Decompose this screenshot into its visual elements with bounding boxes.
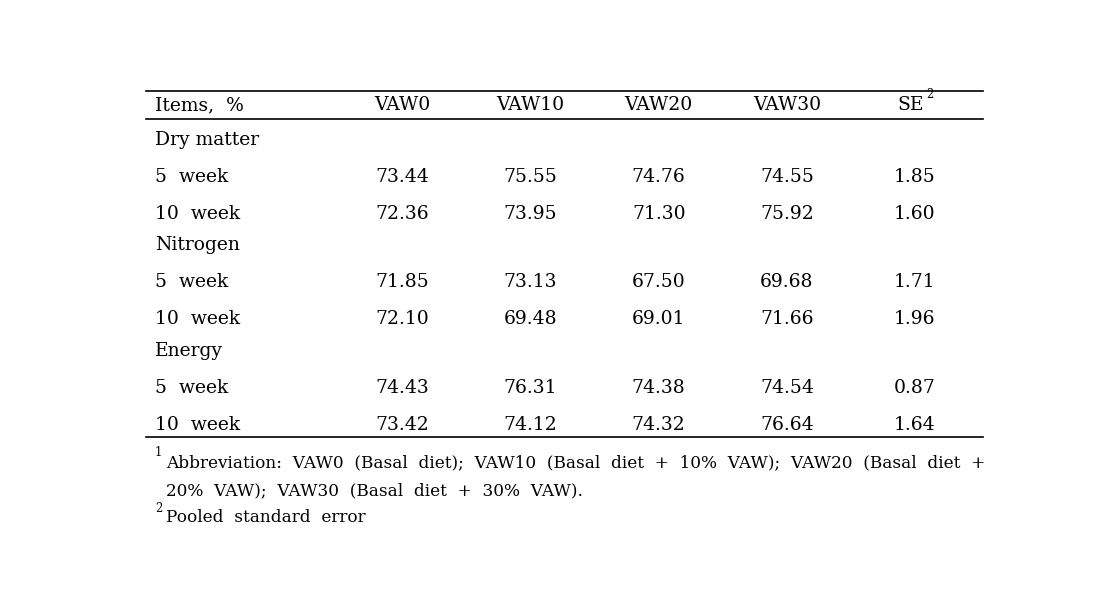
Text: SE: SE <box>897 96 923 114</box>
Text: VAW10: VAW10 <box>497 96 564 114</box>
Text: 71.30: 71.30 <box>631 205 685 223</box>
Text: 75.92: 75.92 <box>760 205 813 223</box>
Text: 74.32: 74.32 <box>631 416 685 434</box>
Text: 75.55: 75.55 <box>504 168 558 186</box>
Text: 5  week: 5 week <box>154 379 228 397</box>
Text: VAW20: VAW20 <box>625 96 693 114</box>
Text: 73.44: 73.44 <box>376 168 430 186</box>
Text: 74.76: 74.76 <box>631 168 685 186</box>
Text: 74.54: 74.54 <box>760 379 813 397</box>
Text: 74.43: 74.43 <box>376 379 430 397</box>
Text: 69.01: 69.01 <box>631 311 685 329</box>
Text: 74.38: 74.38 <box>631 379 685 397</box>
Text: 10  week: 10 week <box>154 205 240 223</box>
Text: 20%  VAW);  VAW30  (Basal  diet  +  30%  VAW).: 20% VAW); VAW30 (Basal diet + 30% VAW). <box>166 482 583 500</box>
Text: 10  week: 10 week <box>154 416 240 434</box>
Text: 71.85: 71.85 <box>376 273 430 291</box>
Text: 73.42: 73.42 <box>376 416 430 434</box>
Text: 1.64: 1.64 <box>894 416 936 434</box>
Text: Nitrogen: Nitrogen <box>154 236 240 254</box>
Text: 0.87: 0.87 <box>894 379 936 397</box>
Text: Pooled  standard  error: Pooled standard error <box>166 509 366 526</box>
Text: Dry matter: Dry matter <box>154 131 259 149</box>
Text: 71.66: 71.66 <box>760 311 813 329</box>
Text: 74.55: 74.55 <box>760 168 813 186</box>
Text: Abbreviation:  VAW0  (Basal  diet);  VAW10  (Basal  diet  +  10%  VAW);  VAW20  : Abbreviation: VAW0 (Basal diet); VAW10 (… <box>166 454 985 471</box>
Text: 76.64: 76.64 <box>760 416 813 434</box>
Text: 2: 2 <box>154 502 162 516</box>
Text: 76.31: 76.31 <box>504 379 558 397</box>
Text: 72.10: 72.10 <box>376 311 430 329</box>
Text: VAW30: VAW30 <box>753 96 821 114</box>
Text: 5  week: 5 week <box>154 273 228 291</box>
Text: 73.13: 73.13 <box>504 273 558 291</box>
Text: 69.48: 69.48 <box>504 311 558 329</box>
Text: 74.12: 74.12 <box>504 416 558 434</box>
Text: 1.96: 1.96 <box>894 311 936 329</box>
Text: 1: 1 <box>154 446 162 459</box>
Text: VAW0: VAW0 <box>375 96 431 114</box>
Text: 1.71: 1.71 <box>894 273 936 291</box>
Text: 73.95: 73.95 <box>504 205 558 223</box>
Text: 1.60: 1.60 <box>894 205 936 223</box>
Text: 5  week: 5 week <box>154 168 228 186</box>
Text: 1.85: 1.85 <box>894 168 936 186</box>
Text: 2: 2 <box>926 88 933 101</box>
Text: 67.50: 67.50 <box>631 273 685 291</box>
Text: Items,  %: Items, % <box>154 96 244 114</box>
Text: 72.36: 72.36 <box>376 205 430 223</box>
Text: 10  week: 10 week <box>154 311 240 329</box>
Text: Energy: Energy <box>154 342 223 360</box>
Text: 69.68: 69.68 <box>760 273 813 291</box>
